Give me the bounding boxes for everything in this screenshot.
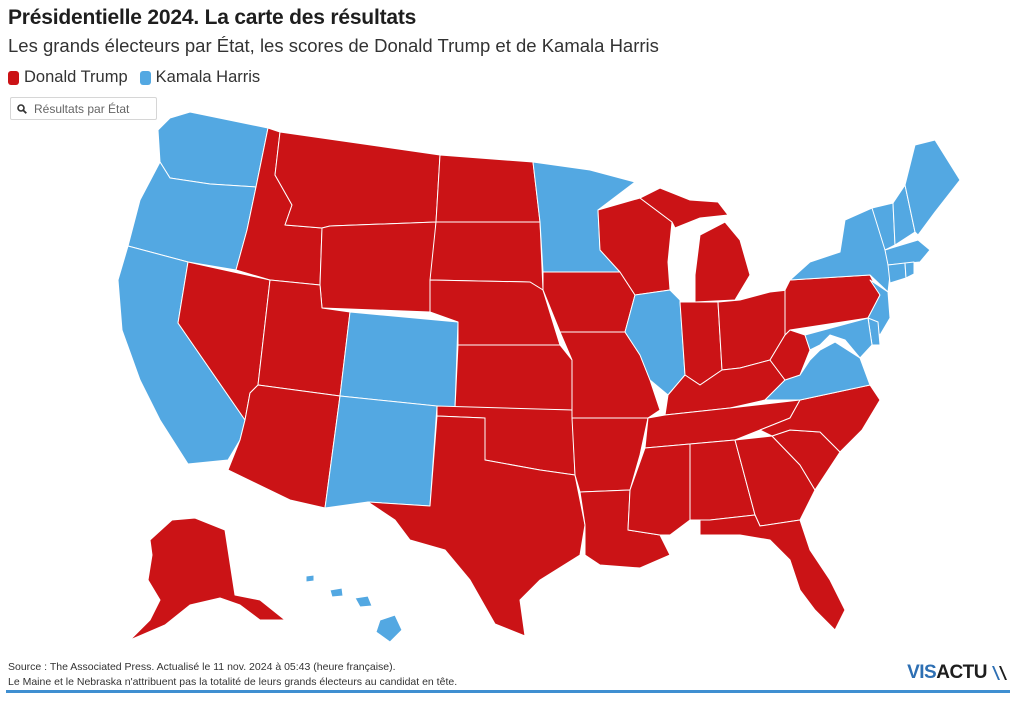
state-WA[interactable] xyxy=(157,111,269,188)
state-NM[interactable] xyxy=(324,395,438,509)
state-RI[interactable] xyxy=(904,261,915,279)
state-ME[interactable] xyxy=(904,139,961,236)
visactu-mark-icon xyxy=(992,666,1007,680)
legend-label-harris: Kamala Harris xyxy=(155,68,261,86)
state-MA[interactable] xyxy=(884,239,931,266)
state-HI-maui[interactable] xyxy=(354,595,373,608)
state-search-input[interactable] xyxy=(32,100,154,117)
state-NC[interactable] xyxy=(759,384,881,453)
state-FL[interactable] xyxy=(699,514,846,631)
method-note: Le Maine et le Nebraska n'attribuent pas… xyxy=(8,676,458,688)
state-HI-oahu[interactable] xyxy=(329,587,344,598)
state-IN[interactable] xyxy=(679,301,723,386)
source-note: Source : The Associated Press. Actualisé… xyxy=(8,661,396,673)
state-HI[interactable] xyxy=(375,614,403,643)
state-CO[interactable] xyxy=(339,311,459,409)
legend-label-trump: Donald Trump xyxy=(24,68,128,86)
state-SD[interactable] xyxy=(429,221,544,291)
legend-swatch-harris xyxy=(139,70,151,85)
legend: Donald Trump Kamala Harris xyxy=(8,68,260,87)
state-WY[interactable] xyxy=(319,221,437,313)
state-ND[interactable] xyxy=(435,154,541,223)
page-title: Présidentielle 2024. La carte des résult… xyxy=(8,6,417,29)
footer-notes: Source : The Associated Press. Actualisé… xyxy=(8,660,457,690)
state-MI[interactable] xyxy=(694,221,751,303)
legend-item-harris[interactable]: Kamala Harris xyxy=(139,68,261,87)
state-MT[interactable] xyxy=(274,131,441,229)
state-AK[interactable] xyxy=(129,517,286,641)
bottom-accent-bar xyxy=(6,690,1010,693)
state-IA[interactable] xyxy=(542,271,636,333)
search-icon xyxy=(17,103,27,114)
state-MI-UP[interactable] xyxy=(639,187,729,229)
legend-item-trump[interactable]: Donald Trump xyxy=(8,68,128,87)
state-KS[interactable] xyxy=(454,344,573,411)
visactu-logo[interactable]: VIS ACTU xyxy=(907,662,1008,684)
legend-swatch-trump xyxy=(8,70,19,85)
page-subtitle: Les grands électeurs par État, les score… xyxy=(8,35,659,56)
state-TX[interactable] xyxy=(367,415,586,637)
state-CT[interactable] xyxy=(887,262,907,284)
state-MD[interactable] xyxy=(804,317,873,359)
state-HI-kauai[interactable] xyxy=(305,574,315,583)
state-search-box[interactable] xyxy=(10,97,157,120)
